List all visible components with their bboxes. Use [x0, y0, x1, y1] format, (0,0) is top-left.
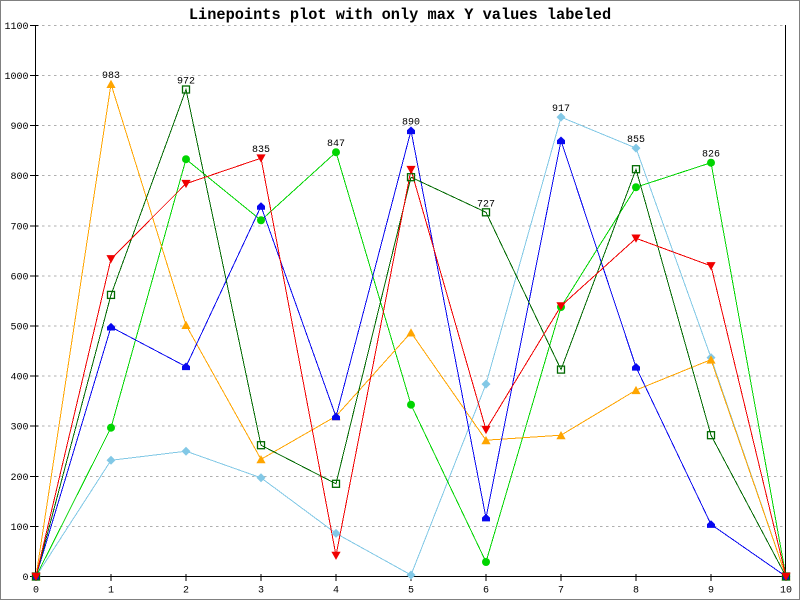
svg-text:2: 2: [183, 586, 189, 597]
svg-text:1000: 1000: [4, 72, 28, 83]
svg-text:100: 100: [10, 523, 28, 534]
svg-text:847: 847: [327, 139, 345, 150]
svg-text:3: 3: [258, 586, 264, 597]
svg-text:Linepoints plot with only max: Linepoints plot with only max Y values l…: [189, 6, 611, 24]
svg-text:7: 7: [558, 586, 564, 597]
svg-text:972: 972: [177, 77, 195, 88]
svg-text:826: 826: [702, 150, 720, 161]
svg-text:727: 727: [477, 199, 495, 210]
svg-text:8: 8: [633, 586, 639, 597]
svg-text:900: 900: [10, 122, 28, 133]
svg-text:4: 4: [333, 586, 339, 597]
svg-text:400: 400: [10, 373, 28, 384]
svg-text:917: 917: [552, 104, 570, 115]
svg-text:0: 0: [22, 573, 28, 584]
svg-text:800: 800: [10, 172, 28, 183]
svg-text:835: 835: [252, 145, 270, 156]
svg-text:600: 600: [10, 272, 28, 283]
svg-text:855: 855: [627, 135, 645, 146]
svg-text:10: 10: [780, 586, 792, 597]
svg-text:200: 200: [10, 473, 28, 484]
svg-text:1: 1: [108, 586, 114, 597]
svg-text:6: 6: [483, 586, 489, 597]
svg-text:300: 300: [10, 423, 28, 434]
svg-text:9: 9: [708, 586, 714, 597]
svg-text:500: 500: [10, 323, 28, 334]
svg-text:0: 0: [33, 586, 39, 597]
svg-text:5: 5: [408, 586, 414, 597]
svg-text:890: 890: [402, 118, 420, 129]
svg-text:1100: 1100: [4, 22, 28, 33]
svg-text:700: 700: [10, 222, 28, 233]
svg-text:983: 983: [102, 71, 120, 82]
